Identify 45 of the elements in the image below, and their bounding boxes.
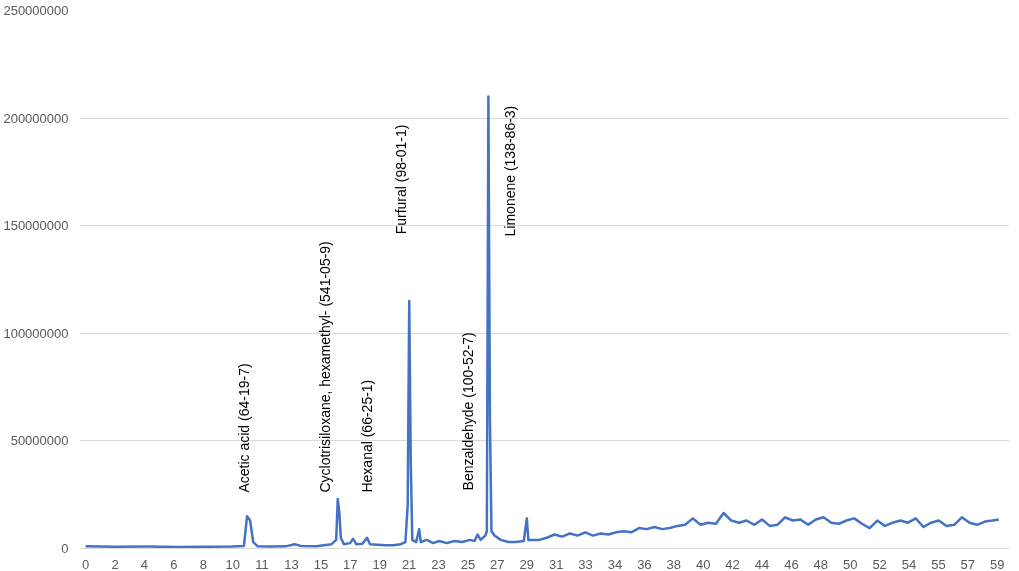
x-tick-label: 54 [901,556,917,571]
x-tick-label: 29 [519,556,534,571]
y-tick-label: 200000000 [3,110,69,126]
annotation: Limonene (138-86-3) [501,105,518,237]
x-tick-label: 46 [784,556,799,571]
annotation: Cyclotrisiloxane, hexamethyl- (541-05-9) [317,241,334,493]
x-tick-label: 4 [140,556,149,571]
x-tick-label: 11 [255,556,269,571]
x-tick-label: 44 [754,556,770,571]
x-tick-label: 36 [637,556,652,571]
x-tick-label: 52 [872,556,887,571]
x-tick-label: 10 [225,556,240,571]
x-tick-label: 17 [343,556,358,571]
x-tick-label: 40 [695,556,711,571]
x-tick-label: 23 [431,556,446,571]
x-tick-label: 2 [111,556,119,571]
x-tick-label: 48 [813,556,829,571]
x-tick-label: 19 [372,556,387,571]
x-tick-label: 25 [460,556,476,571]
x-tick-label: 31 [548,556,564,571]
x-tick-label: 59 [990,556,1005,571]
x-tick-label: 57 [960,556,976,571]
line-series [84,95,1000,549]
x-tick-label: 33 [578,556,593,571]
x-tick-label: 13 [284,556,299,571]
y-tick-label: 100000000 [3,325,69,341]
x-tick-label: 21 [401,556,417,571]
x-tick-label: 42 [725,556,740,571]
x-tick-label: 27 [490,556,505,571]
annotation: Furfural (98-01-1) [392,124,409,235]
y-tick-label: 0 [61,541,69,556]
x-tick-label: 55 [931,556,946,571]
annotation: Benzaldehyde (100-52-7) [460,332,477,491]
x-tick-label: 15 [313,556,329,571]
y-tick-label: 150000000 [3,218,69,234]
x-tick-label: 38 [666,556,682,571]
annotation: Acetic acid (64-19-7) [235,363,252,493]
x-tick-label: 50 [842,556,858,571]
x-tick-label: 34 [607,556,623,571]
x-tick-label: 6 [170,556,178,571]
x-tick-label: 8 [199,556,207,571]
x-tick-label: 0 [82,556,90,571]
y-tick-label: 250000000 [3,3,69,18]
annotation: Hexanal (66-25-1) [358,379,375,493]
y-tick-label: 50000000 [10,433,69,449]
